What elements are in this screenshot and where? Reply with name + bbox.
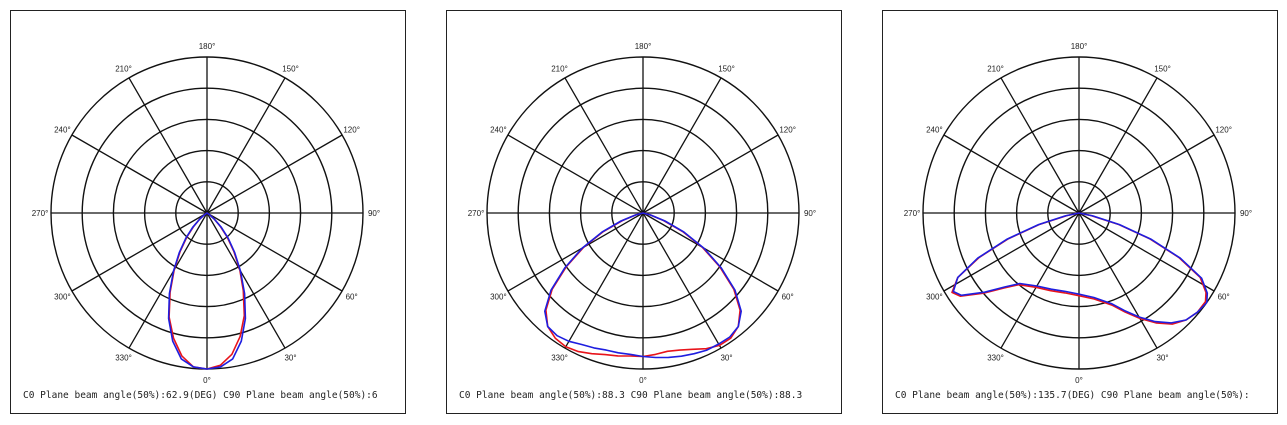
polar-grid: 0° 30° 60° 90° 120° 150° 180° 210° 240° 270° 300° 3… <box>468 42 816 385</box>
beam-angle-caption: C0 Plane beam angle(50%):135.7(DEG) C90 … <box>895 390 1250 401</box>
angle-tick-label: 0° <box>203 376 211 385</box>
beam-angle-caption: C0 Plane beam angle(50%):88.3 C90 Plane … <box>459 390 803 401</box>
angle-tick-label: 90° <box>804 209 816 218</box>
grid-spoke <box>206 212 343 292</box>
angle-tick-label: 30° <box>720 354 732 363</box>
angle-tick-label: 210° <box>987 64 1004 73</box>
grid-spoke <box>128 212 208 349</box>
angle-tick-label: 180° <box>1071 42 1088 51</box>
grid-spoke <box>943 134 1080 214</box>
polar-grid: 0° 30° 60° 90° 120° 150° 180° 210° 240° 270° 300° 3… <box>32 42 380 385</box>
grid-spoke <box>1078 134 1215 214</box>
grid-spoke <box>642 134 779 214</box>
angle-tick-label: 90° <box>1240 209 1252 218</box>
grid-spoke <box>564 77 644 214</box>
grid-spoke <box>507 212 644 292</box>
angle-tick-label: 240° <box>490 126 507 135</box>
angle-tick-label: 330° <box>551 354 568 363</box>
angle-tick-label: 60° <box>1218 293 1230 302</box>
polar-plot: 0° 30° 60° 90° 120° 150° 180° 210° 240° 270° 300° 3… <box>32 42 380 385</box>
angle-tick-label: 150° <box>282 64 299 73</box>
polar-grid: 0° 30° 60° 90° 120° 150° 180° 210° 240° 270° 300° 3… <box>904 42 1252 385</box>
series-curve <box>167 212 247 370</box>
grid-spoke <box>206 212 286 349</box>
polar-plot: 0° 30° 60° 90° 120° 150° 180° 210° 240° 270° 300° 3… <box>904 42 1252 385</box>
grid-spoke <box>1078 212 1215 292</box>
angle-tick-label: 60° <box>782 293 794 302</box>
grid-spoke <box>642 212 779 292</box>
grid-spoke <box>943 212 1080 292</box>
grid-spoke <box>1078 212 1158 349</box>
polar-chart-c90: 0° 30° 60° 90° 120° 150° 180° 210° 240° 270° 300° 3… <box>446 10 842 414</box>
grid-spoke <box>128 77 208 214</box>
angle-tick-label: 270° <box>904 209 921 218</box>
angle-tick-label: 180° <box>199 42 216 51</box>
polar-chart-c0: 0° 30° 60° 90° 120° 150° 180° 210° 240° 270° 300° 3… <box>10 10 406 414</box>
grid-spoke <box>71 212 208 292</box>
series-curve <box>544 212 742 359</box>
angle-tick-label: 180° <box>635 42 652 51</box>
angle-tick-label: 30° <box>1156 354 1168 363</box>
angle-tick-label: 120° <box>1215 126 1232 135</box>
grid-spoke <box>206 134 343 214</box>
angle-tick-label: 240° <box>54 126 71 135</box>
angle-tick-label: 120° <box>343 126 360 135</box>
grid-spoke <box>1000 77 1080 214</box>
angle-tick-label: 270° <box>32 209 49 218</box>
grid-spoke <box>1078 77 1158 214</box>
angle-tick-label: 210° <box>551 64 568 73</box>
grid-spoke <box>642 77 722 214</box>
angle-tick-label: 30° <box>284 354 296 363</box>
angle-tick-label: 330° <box>987 354 1004 363</box>
angle-tick-label: 270° <box>468 209 485 218</box>
angle-tick-label: 300° <box>926 293 943 302</box>
angle-tick-label: 300° <box>490 293 507 302</box>
angle-tick-label: 60° <box>346 293 358 302</box>
angle-tick-label: 330° <box>115 354 132 363</box>
angle-tick-label: 300° <box>54 293 71 302</box>
polar-plot: 0° 30° 60° 90° 120° 150° 180° 210° 240° 270° 300° 3… <box>468 42 816 385</box>
beam-angle-caption: C0 Plane beam angle(50%):62.9(DEG) C90 P… <box>23 390 378 401</box>
angle-tick-label: 0° <box>639 376 647 385</box>
grid-spoke <box>642 212 722 349</box>
angle-tick-label: 120° <box>779 126 796 135</box>
angle-tick-label: 240° <box>926 126 943 135</box>
polar-chart-wide: 0° 30° 60° 90° 120° 150° 180° 210° 240° 270° 300° 3… <box>882 10 1278 414</box>
grid-spoke <box>564 212 644 349</box>
angle-tick-label: 0° <box>1075 376 1083 385</box>
grid-spoke <box>71 134 208 214</box>
angle-tick-label: 150° <box>718 64 735 73</box>
grid-spoke <box>1000 212 1080 349</box>
series-curve <box>952 212 1209 324</box>
grid-spoke <box>507 134 644 214</box>
angle-tick-label: 90° <box>368 209 380 218</box>
grid-spoke <box>206 77 286 214</box>
angle-tick-label: 150° <box>1154 64 1171 73</box>
angle-tick-label: 210° <box>115 64 132 73</box>
